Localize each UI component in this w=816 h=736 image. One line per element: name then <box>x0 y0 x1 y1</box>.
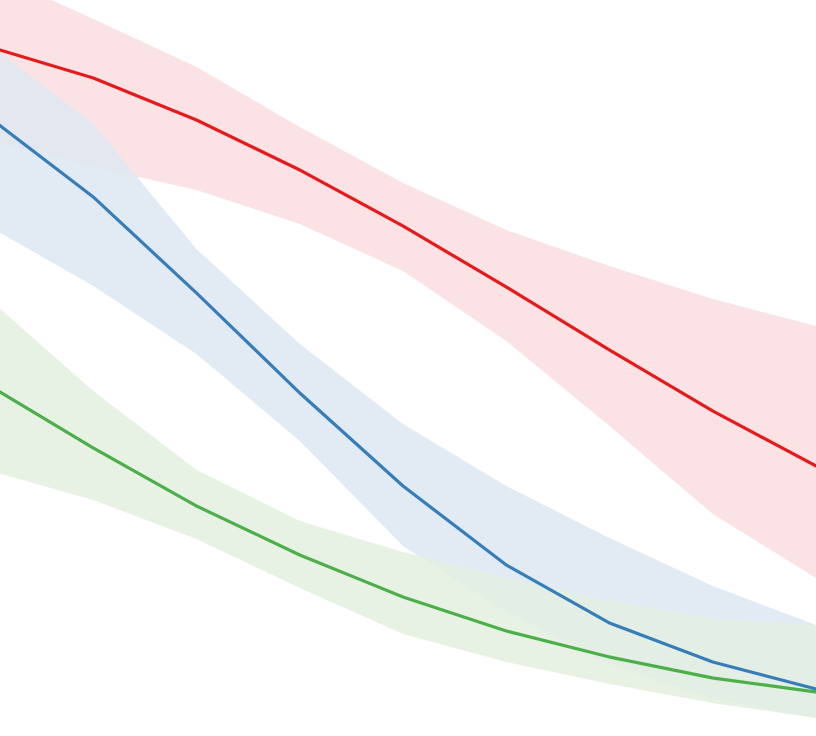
confidence-bands <box>0 0 816 718</box>
series-1-band <box>0 0 816 578</box>
series-2-band <box>0 52 816 718</box>
series-1-line <box>0 48 816 468</box>
series-2-line <box>0 123 816 691</box>
series-3-band <box>0 308 816 718</box>
series-lines <box>0 48 816 694</box>
series-3-line <box>0 390 816 694</box>
